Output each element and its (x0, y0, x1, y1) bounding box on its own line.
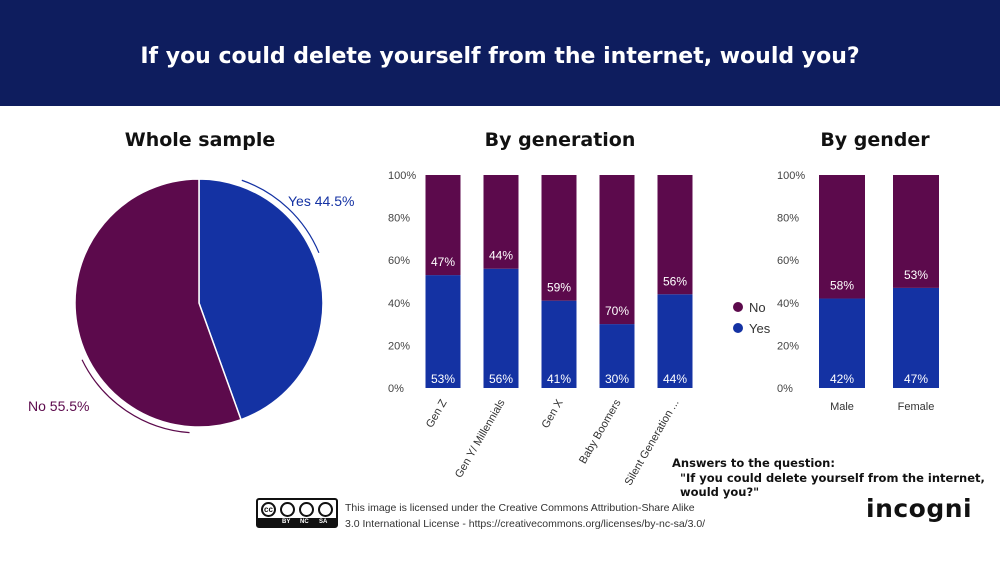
creative-commons-badge[interactable]: cc BY NC SA (256, 498, 338, 528)
header-banner: If you could delete yourself from the in… (0, 0, 1000, 106)
gen-bar-no (599, 175, 635, 325)
gen-ytick: 100% (388, 170, 416, 182)
gen-bar-no (657, 175, 693, 295)
badge-nc-label: NC (300, 519, 309, 525)
gen-label-yes: 41% (547, 372, 571, 386)
gender-label-no: 53% (904, 268, 928, 282)
cc-icon: cc (261, 502, 276, 517)
gen-ytick: 0% (388, 383, 404, 395)
brand-logo: incogni (866, 494, 973, 523)
gen-bar-yes (657, 294, 693, 388)
badge-by-label: BY (282, 519, 291, 525)
pie-bracket-yes (241, 179, 320, 254)
gender-ytick: 80% (777, 213, 799, 225)
license-line-2[interactable]: 3.0 International License - https://crea… (345, 518, 706, 530)
whole-sample-title: Whole sample (124, 129, 276, 151)
gen-label-no: 47% (431, 255, 455, 269)
gen-ytick: 60% (388, 255, 410, 267)
gen-label-yes: 53% (431, 372, 455, 386)
pie-label-no: No 55.5% (28, 398, 89, 414)
generation-title: By generation (484, 129, 636, 151)
noncommercial-icon (299, 502, 314, 517)
gender-bar-no (893, 175, 939, 288)
license-text: This image is licensed under the Creativ… (345, 500, 765, 532)
gender-label-no: 58% (830, 279, 854, 293)
footnote-line-1: Answers to the question: (672, 456, 835, 470)
gender-ytick: 0% (777, 383, 793, 395)
page-title: If you could delete yourself from the in… (140, 44, 860, 69)
gen-bar-yes (541, 300, 577, 388)
gender-ytick: 40% (777, 298, 799, 310)
gen-label-yes: 44% (663, 372, 687, 386)
gen-label-no: 70% (605, 304, 629, 318)
attribution-icon (280, 502, 295, 517)
gender-ytick: 60% (777, 255, 799, 267)
gen-bar-yes (599, 324, 635, 388)
gen-ytick: 80% (388, 213, 410, 225)
pie-slice-no (74, 178, 242, 428)
legend-yes-label: Yes (749, 321, 771, 336)
gender-title: By gender (820, 129, 930, 151)
gen-bar-yes (483, 268, 519, 388)
gender-label-yes: 42% (830, 372, 854, 386)
gen-label-yes: 56% (489, 372, 513, 386)
legend-no-marker (733, 302, 743, 312)
license-strip: BY NC SA (258, 518, 336, 526)
gen-ytick: 40% (388, 298, 410, 310)
gen-bar-no (483, 175, 519, 269)
pie-slice-yes (198, 178, 324, 421)
gender-bar-yes (819, 298, 865, 388)
gen-bar-no (541, 175, 577, 301)
pie-label-yes: Yes 44.5% (288, 193, 354, 209)
gender-category-label: Female (898, 401, 935, 413)
legend-yes-marker (733, 323, 743, 333)
legend-no-label: No (749, 300, 766, 315)
gen-label-no: 59% (547, 281, 571, 295)
share-alike-icon (318, 502, 333, 517)
gender-ytick: 100% (777, 170, 805, 182)
footnote-line-2: "If you could delete yourself from the i… (680, 471, 985, 499)
gender-ytick: 20% (777, 340, 799, 352)
gen-label-no: 44% (489, 249, 513, 263)
gen-label-no: 56% (663, 274, 687, 288)
gen-bar-yes (425, 275, 461, 388)
gen-label-yes: 30% (605, 372, 629, 386)
license-line-1: This image is licensed under the Creativ… (345, 502, 695, 514)
gender-bar-yes (893, 287, 939, 388)
gender-category-label: Male (830, 401, 854, 413)
badge-sa-label: SA (319, 519, 328, 525)
gen-ytick: 20% (388, 340, 410, 352)
gen-bar-no (425, 175, 461, 276)
gender-label-yes: 47% (904, 372, 928, 386)
gender-bar-no (819, 175, 865, 299)
pie-bracket-no (81, 359, 190, 434)
